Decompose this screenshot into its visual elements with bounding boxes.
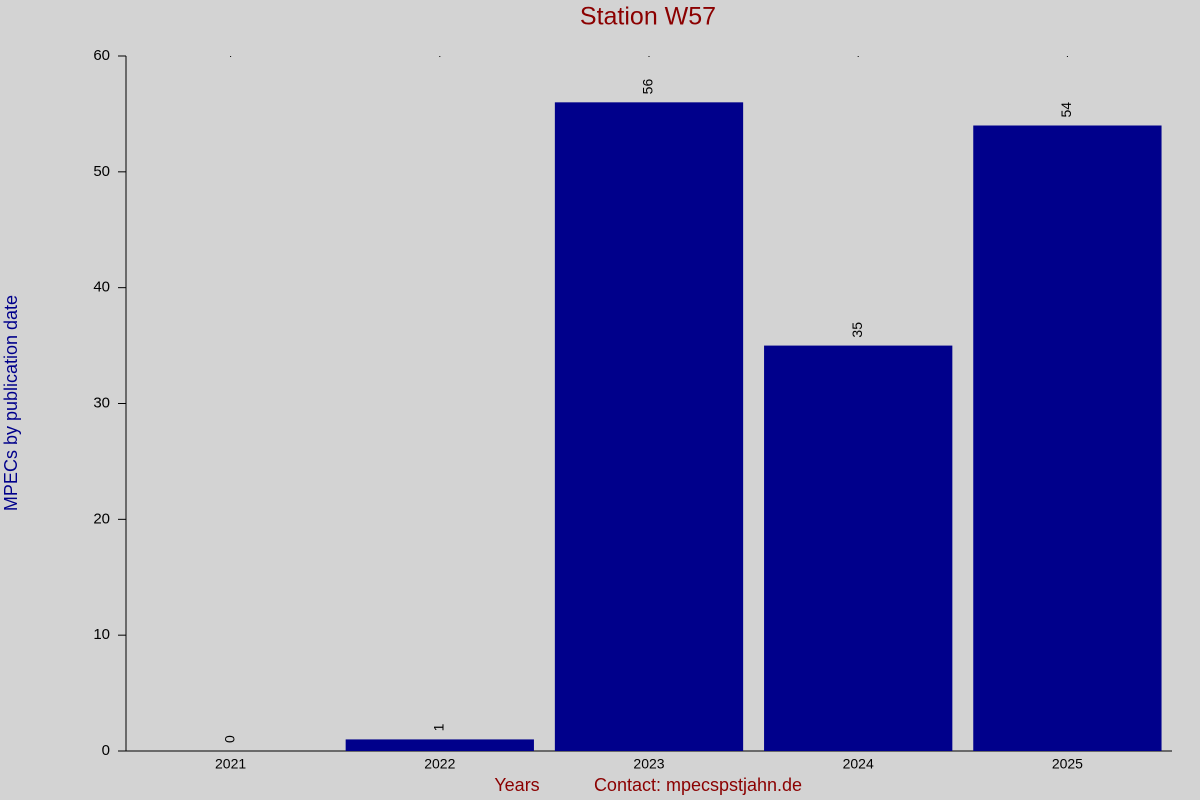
y-tick-label: 60 — [93, 47, 110, 64]
x-tick-label: 2025 — [1052, 756, 1083, 772]
y-tick-label: 30 — [93, 394, 110, 411]
x-axis-label: Years — [494, 775, 539, 795]
chart-title: Station W57 — [580, 3, 716, 31]
x-tick-label: 2021 — [215, 756, 246, 772]
x-tick-label: 2024 — [843, 756, 874, 772]
data-label: 0 — [221, 735, 237, 743]
y-tick-label: 0 — [102, 742, 110, 759]
y-tick-label: 50 — [93, 163, 110, 180]
contact-note: Contact: mpecspstjahn.de — [594, 775, 802, 795]
data-label: 54 — [1058, 102, 1074, 118]
y-tick-label: 40 — [93, 279, 110, 296]
bar — [345, 739, 534, 751]
data-label: 35 — [849, 322, 865, 338]
bar — [764, 345, 953, 751]
bar — [554, 102, 744, 752]
data-label: 56 — [640, 79, 656, 95]
bar — [973, 125, 1162, 751]
y-tick-label: 20 — [93, 510, 110, 527]
x-tick-label: 2022 — [424, 756, 455, 772]
y-tick-label: 10 — [93, 626, 110, 643]
x-tick-label: 2023 — [633, 756, 664, 772]
data-label: 1 — [431, 723, 447, 731]
y-axis-label: MPECs by publication date — [1, 295, 21, 511]
